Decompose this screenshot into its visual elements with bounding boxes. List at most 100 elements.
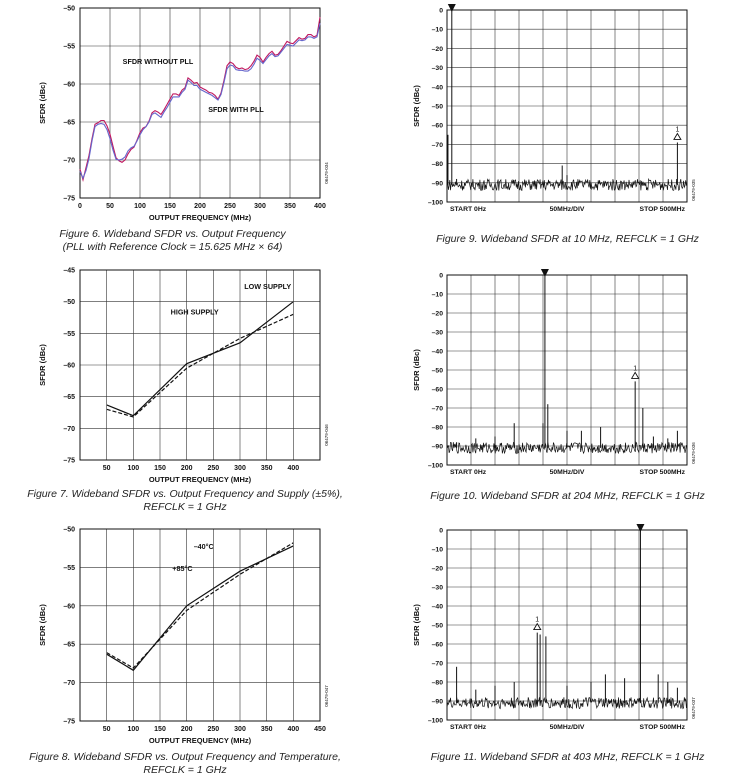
y-tick-label: –70 <box>63 158 75 165</box>
x-tick-label: 400 <box>314 203 326 210</box>
y-tick-label: –65 <box>63 394 75 401</box>
marker-1-icon <box>673 132 682 140</box>
y-tick-label: –80 <box>432 425 444 432</box>
watermark-code: 06479-047 <box>324 685 329 707</box>
y-tick-label: –55 <box>63 565 75 572</box>
caption-fig11: Figure 11. Wideband SFDR at 403 MHz, REF… <box>405 751 730 764</box>
y-tick-label: –30 <box>432 330 444 337</box>
y-tick-label: –70 <box>432 661 444 668</box>
y-tick-label: 0 <box>439 273 443 280</box>
y-tick-label: 0 <box>439 528 443 535</box>
y-tick-label: –20 <box>432 311 444 318</box>
series-line-1 <box>106 301 294 417</box>
x-tick-label: 300 <box>234 465 246 472</box>
stop-frequency-label: STOP 500MHz <box>640 724 686 731</box>
y-tick-label: –70 <box>432 406 444 413</box>
carrier-marker-icon <box>447 4 456 12</box>
x-tick-label: 250 <box>207 726 219 733</box>
watermark-code: 06479-034 <box>324 162 329 184</box>
marker-1-label: 1 <box>633 365 637 372</box>
y-tick-label: –20 <box>432 46 444 53</box>
y-tick-label: –90 <box>432 699 444 706</box>
x-tick-label: 50 <box>103 465 111 472</box>
y-axis-label: SFDR (dBc) <box>38 604 47 646</box>
y-tick-label: –70 <box>63 680 75 687</box>
y-tick-label: –60 <box>432 642 444 649</box>
y-tick-label: –100 <box>428 200 443 207</box>
y-tick-label: –90 <box>432 444 444 451</box>
division-label: 50MHz/DIV <box>550 724 585 731</box>
y-tick-label: –65 <box>63 642 75 649</box>
plot-frame <box>79 528 321 722</box>
y-tick-label: –50 <box>63 6 75 13</box>
y-tick-label: –50 <box>432 104 444 111</box>
y-tick-label: –55 <box>63 331 75 338</box>
x-tick-label: 200 <box>181 726 193 733</box>
x-tick-label: 50 <box>106 203 114 210</box>
x-tick-label: 250 <box>207 465 219 472</box>
x-tick-label: 100 <box>127 465 139 472</box>
y-tick-label: –50 <box>432 623 444 630</box>
caption-fig9: Figure 9. Wideband SFDR at 10 MHz, REFCL… <box>405 233 730 246</box>
series-line-1 <box>106 545 294 672</box>
y-axis-label: SFDR (dBc) <box>412 85 421 127</box>
y-tick-label: –70 <box>63 426 75 433</box>
y-axis-label: SFDR (dBc) <box>38 82 47 124</box>
annotation-label: LOW SUPPLY <box>244 282 291 291</box>
marker-1-icon <box>630 371 640 379</box>
plot-frame <box>79 269 321 461</box>
y-tick-label: –75 <box>63 719 75 726</box>
plot-frame <box>79 7 321 199</box>
x-axis-label: OUTPUT FREQUENCY (MHz) <box>149 475 252 484</box>
carrier-marker-icon <box>636 524 645 532</box>
stop-frequency-label: STOP 500MHz <box>640 469 686 476</box>
noise-floor-trace <box>446 696 687 710</box>
y-tick-label: 0 <box>439 8 443 15</box>
chart-fig8: 50 100 150 200 250 300 350 400 450 –50 –55 –60 –65 –7… <box>0 523 340 749</box>
chart-fig10-svg: 0 –10 –20 –30 –40 –50 –60 –70 –80 –90 –100 1 START 0… <box>412 269 696 476</box>
chart-fig6-svg: 0 50 100 150 200 250 300 350 400 –50 –55 –60 –65 –70 –… <box>38 6 329 223</box>
series-line-2 <box>79 23 321 180</box>
marker-1-label: 1 <box>535 617 539 624</box>
y-tick-label: –55 <box>63 44 75 51</box>
plot-frame <box>446 529 688 721</box>
x-tick-label: 350 <box>284 203 296 210</box>
carrier-marker-icon <box>540 269 549 277</box>
watermark-code: 06479-035 <box>691 179 696 201</box>
caption-line: (PLL with Reference Clock = 15.625 MHz ×… <box>62 241 283 253</box>
watermark-code: 06479-037 <box>691 697 696 719</box>
plot-frame <box>446 9 688 203</box>
x-tick-label: 0 <box>78 203 82 210</box>
y-tick-label: –50 <box>63 527 75 534</box>
y-tick-label: –10 <box>432 547 444 554</box>
x-axis-label: OUTPUT FREQUENCY (MHz) <box>149 213 252 222</box>
x-tick-label: 400 <box>287 465 299 472</box>
x-tick-label: 300 <box>234 726 246 733</box>
series-line-1 <box>79 17 321 182</box>
annotation-label: +85°C <box>172 564 192 573</box>
y-tick-label: –30 <box>432 65 444 72</box>
x-tick-label: 150 <box>154 465 166 472</box>
x-axis-label: OUTPUT FREQUENCY (MHz) <box>149 736 252 745</box>
y-tick-label: –60 <box>432 123 444 130</box>
x-tick-label: 50 <box>103 726 111 733</box>
caption-line: REFCLK = 1 GHz <box>143 501 227 513</box>
y-tick-label: –70 <box>432 142 444 149</box>
caption-line: Figure 9. Wideband SFDR at 10 MHz, REFCL… <box>436 233 699 245</box>
y-tick-label: –90 <box>432 180 444 187</box>
x-tick-label: 150 <box>154 726 166 733</box>
series-line-2 <box>106 313 294 418</box>
x-tick-label: 100 <box>134 203 146 210</box>
y-tick-label: –50 <box>63 299 75 306</box>
stop-frequency-label: STOP 500MHz <box>640 206 686 213</box>
start-frequency-label: START 0Hz <box>450 469 487 476</box>
marker-1-label: 1 <box>675 126 679 133</box>
chart-fig9-svg: 0 –10 –20 –30 –40 –50 –60 –70 –80 –90 –100 1 START 0… <box>412 4 696 213</box>
x-tick-label: 450 <box>314 726 326 733</box>
plot-frame <box>446 274 688 466</box>
y-tick-label: –50 <box>432 368 444 375</box>
y-tick-label: –60 <box>63 363 75 370</box>
caption-line: Figure 11. Wideband SFDR at 403 MHz, REF… <box>430 751 705 763</box>
start-frequency-label: START 0Hz <box>450 206 487 213</box>
chart-fig7: 50 100 150 200 250 300 350 400 –45 –50 –55 –60 –65 –7… <box>0 262 340 485</box>
